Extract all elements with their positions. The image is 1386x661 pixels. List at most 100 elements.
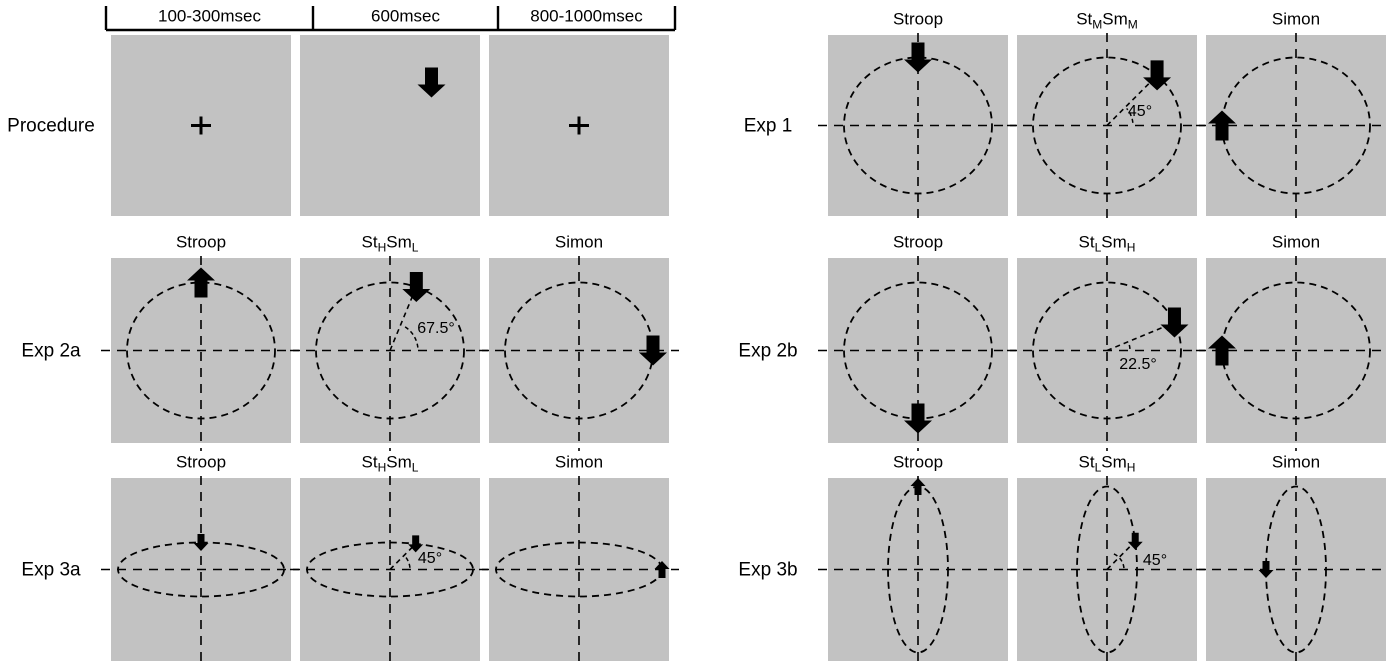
row-label-procedure: Procedure	[7, 115, 95, 136]
angle-radius-line	[389, 543, 417, 571]
column-header: Stroop	[893, 11, 943, 28]
header-text: Simon	[1271, 9, 1321, 29]
angle-arc	[1127, 342, 1131, 349]
panel-procedure-down-arrow-stimulus-2	[300, 35, 480, 216]
stimulus-arrow	[193, 534, 209, 551]
panel-exp-3a-stroop	[101, 476, 301, 661]
header-text: Stroop	[892, 452, 944, 472]
header-text: Stroop	[175, 232, 227, 252]
stimulus-arrow	[1258, 561, 1274, 578]
column-header: StLSmH	[1078, 232, 1136, 254]
panel-procedure-fixation-cross-3	[489, 35, 669, 216]
header-text: Sm	[1102, 9, 1128, 29]
stimulus-arrow	[904, 403, 932, 434]
row-label-exp-3a: Exp 3a	[21, 559, 81, 580]
angle-label: 45°	[1142, 551, 1168, 569]
panel-exp-2a-sthsml	[290, 256, 490, 451]
header-text: Sm	[386, 452, 412, 472]
stimulus-arrow	[1143, 60, 1172, 91]
header-subscript: L	[411, 240, 419, 255]
timing-bracket	[104, 6, 677, 32]
stimulus-arrow	[910, 478, 926, 495]
dashed-circle	[843, 56, 993, 195]
header-text: St	[361, 232, 378, 252]
row-label-exp-2b: Exp 2b	[738, 340, 798, 361]
timing-label: 800-1000msec	[530, 6, 643, 26]
column-header: StHSmL	[361, 232, 419, 254]
angle-radius-line	[1106, 74, 1158, 127]
angle-arc	[1126, 107, 1134, 123]
row-label-exp-2a: Exp 2a	[21, 340, 81, 361]
angle-arc	[403, 554, 411, 568]
header-text: Stroop	[892, 232, 944, 252]
panel-exp-1-stroop	[818, 33, 1018, 224]
header-subscript: M	[1092, 17, 1103, 32]
panel-exp-2b-simon	[1196, 256, 1386, 451]
header-text: Simon	[554, 452, 604, 472]
fixation-cross	[569, 116, 589, 135]
angle-arc	[403, 325, 419, 348]
angle-label: 45°	[417, 549, 443, 567]
panel-exp-3b-stlsmh	[1007, 476, 1207, 661]
panel-exp-3b-simon	[1196, 476, 1386, 661]
dashed-ellipse	[1076, 485, 1138, 654]
stimulus-arrow	[904, 42, 932, 73]
column-header: Simon	[555, 454, 603, 471]
column-header: Simon	[1272, 11, 1320, 28]
dashed-circle	[1032, 56, 1182, 195]
stimulus-arrow	[417, 67, 446, 98]
column-header: Stroop	[176, 234, 226, 251]
header-subscript: M	[1127, 17, 1138, 32]
angle-label: 67.5°	[417, 319, 455, 337]
header-text: St	[1078, 232, 1095, 252]
header-subscript: H	[377, 240, 387, 255]
header-text: St	[361, 452, 378, 472]
header-subscript: L	[1094, 460, 1102, 475]
angle-label: 45°	[1127, 102, 1153, 120]
dashed-ellipse	[117, 541, 285, 598]
column-header: Simon	[1272, 454, 1320, 471]
header-text: Simon	[1271, 452, 1321, 472]
angle-label: 22.5°	[1119, 355, 1157, 373]
panel-exp-2b-stroop	[818, 256, 1018, 451]
column-header: StMSmM	[1076, 9, 1138, 31]
column-header: Stroop	[893, 234, 943, 251]
row-label-exp-3b: Exp 3b	[738, 559, 798, 580]
column-header: Simon	[1272, 234, 1320, 251]
timing-label: 600msec	[371, 6, 440, 26]
stimulus-arrow	[1127, 532, 1143, 550]
row-label-exp-1: Exp 1	[743, 115, 793, 136]
panel-procedure-fixation-cross-1	[111, 35, 291, 216]
column-header: StHSmL	[361, 452, 419, 474]
dashed-circle	[315, 281, 465, 420]
dashed-ellipse	[306, 541, 474, 598]
stimulus-arrow	[187, 267, 215, 298]
header-subscript: L	[411, 460, 419, 475]
dashed-ellipse	[1265, 485, 1327, 654]
header-subscript: H	[377, 460, 387, 475]
header-subscript: H	[1126, 240, 1136, 255]
panel-exp-1-simon	[1196, 33, 1386, 224]
dashed-circle	[1032, 281, 1182, 420]
column-header: Stroop	[176, 454, 226, 471]
header-text: St	[1076, 9, 1093, 29]
angle-arc	[1111, 552, 1125, 569]
panel-exp-2a-stroop	[101, 256, 301, 451]
stimulus-arrow	[402, 271, 431, 302]
stimulus-arrow	[1160, 307, 1189, 338]
panel-exp-3b-stroop	[818, 476, 1018, 661]
header-text: Simon	[1271, 232, 1321, 252]
column-header: Stroop	[893, 454, 943, 471]
panel-exp-3a-sthsml	[290, 476, 490, 661]
header-subscript: H	[1126, 460, 1136, 475]
header-text: Sm	[1101, 232, 1127, 252]
panel-exp-3a-simon	[479, 476, 679, 661]
stimulus-arrow	[1208, 335, 1236, 366]
stimulus-arrow	[1208, 110, 1236, 141]
stimulus-arrow	[408, 535, 424, 553]
stimulus-arrow	[639, 335, 667, 366]
panel-exp-2a-simon	[479, 256, 679, 451]
timing-label: 100-300msec	[157, 6, 262, 26]
header-text: Sm	[1101, 452, 1127, 472]
